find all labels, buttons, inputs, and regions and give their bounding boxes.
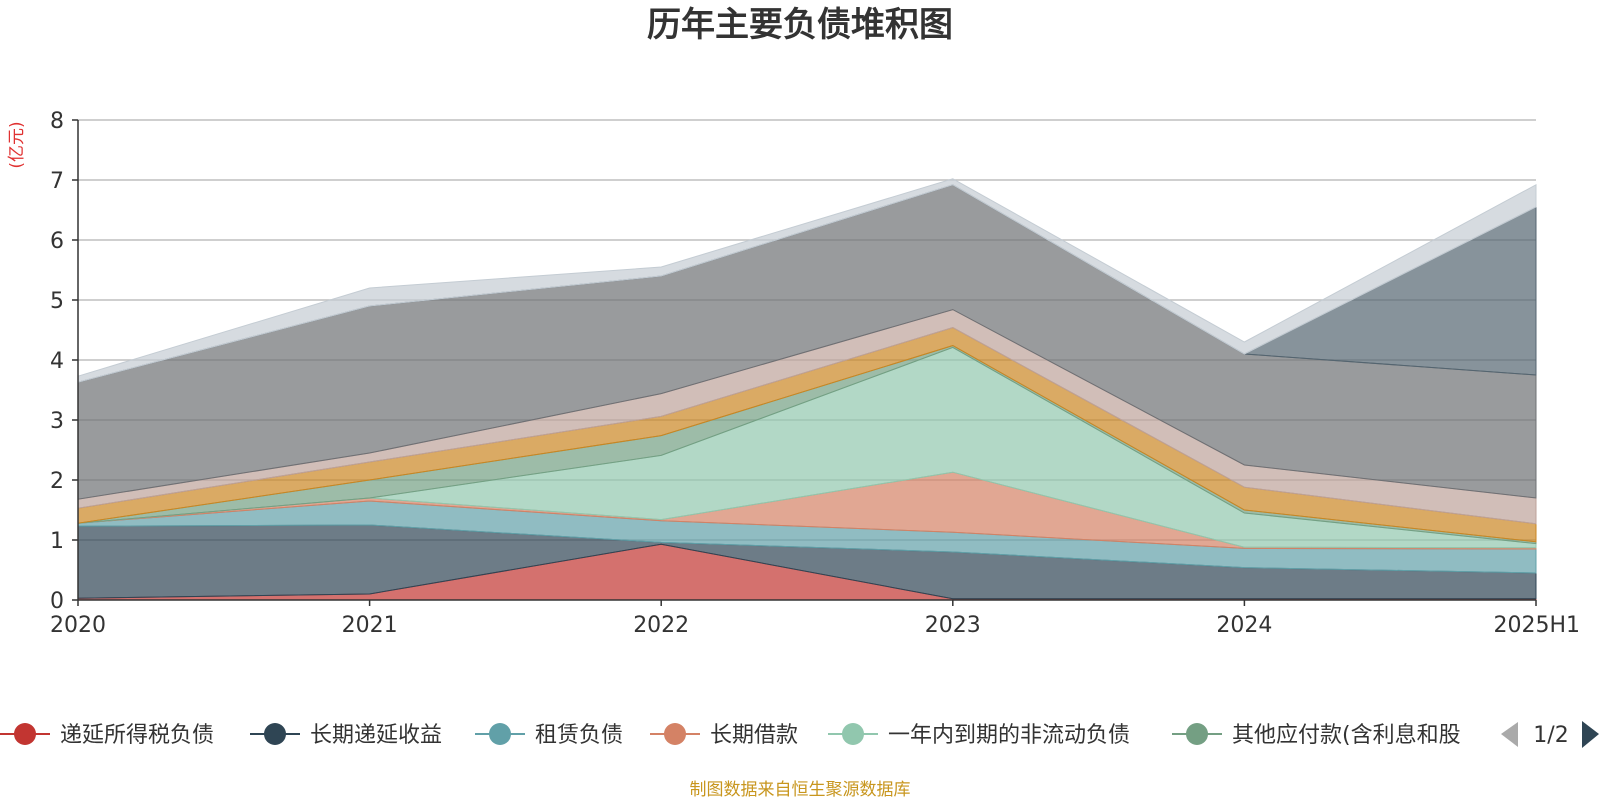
legend-item[interactable]: 长期借款 [650, 723, 798, 748]
y-axis-unit: (亿元) [7, 121, 27, 168]
y-tick-label: 4 [50, 349, 64, 374]
legend-label: 递延所得税负债 [60, 723, 214, 748]
legend-item[interactable]: 一年内到期的非流动负债 [828, 723, 1130, 748]
y-tick-label: 6 [50, 229, 64, 254]
legend-circle-marker [14, 723, 36, 745]
x-tick-label: 2021 [342, 613, 398, 638]
y-tick-label: 2 [50, 469, 64, 494]
axes: 0 1 2 3 4 5 6 7 8 2020 2021 2022 2023 2024 2025H1 [50, 109, 1580, 638]
x-tick-label: 2020 [50, 613, 106, 638]
source-note: 制图数据来自恒生聚源数据库 [690, 780, 911, 800]
y-tick-label: 3 [50, 409, 64, 434]
legend-circle-marker [264, 723, 286, 745]
legend-next-arrow-icon[interactable] [1582, 721, 1599, 748]
y-tick-label: 8 [50, 109, 64, 134]
legend-prev-arrow-icon[interactable] [1501, 722, 1518, 747]
chart-title: 历年主要负债堆积图 [647, 5, 953, 45]
legend-label: 其他应付款(含利息和股 [1232, 723, 1461, 748]
legend-circle-marker [842, 723, 864, 745]
y-tick-label: 5 [50, 289, 64, 314]
legend-circle-marker [1186, 723, 1208, 745]
y-tick-label: 1 [50, 529, 64, 554]
legend-label: 一年内到期的非流动负债 [888, 723, 1130, 748]
legend-label: 长期递延收益 [310, 723, 442, 748]
x-tick-label: 2025H1 [1493, 613, 1580, 638]
legend-item[interactable]: 长期递延收益 [250, 723, 442, 748]
legend-item[interactable]: 租赁负债 [475, 723, 623, 748]
area-series-11 [77, 178, 1537, 383]
x-tick-label: 2023 [925, 613, 981, 638]
x-tick-label: 2022 [633, 613, 689, 638]
legend-page-indicator: 1/2 [1533, 723, 1568, 748]
x-tick-label: 2024 [1216, 613, 1272, 638]
legend: 递延所得税负债 长期递延收益 租赁负债 长期借款 一年内到期的非流动负债 其他应付款(含利… [0, 721, 1599, 748]
legend-circle-marker [664, 723, 686, 745]
legend-label: 长期借款 [710, 723, 798, 748]
legend-item[interactable]: 其他应付款(含利息和股 [1172, 723, 1461, 748]
legend-label: 租赁负债 [535, 723, 623, 748]
legend-item[interactable]: 递延所得税负债 [0, 723, 214, 748]
y-tick-label: 7 [50, 169, 64, 194]
legend-circle-marker [489, 723, 511, 745]
y-tick-label: 0 [50, 589, 64, 614]
stacked-areas [77, 178, 1537, 601]
